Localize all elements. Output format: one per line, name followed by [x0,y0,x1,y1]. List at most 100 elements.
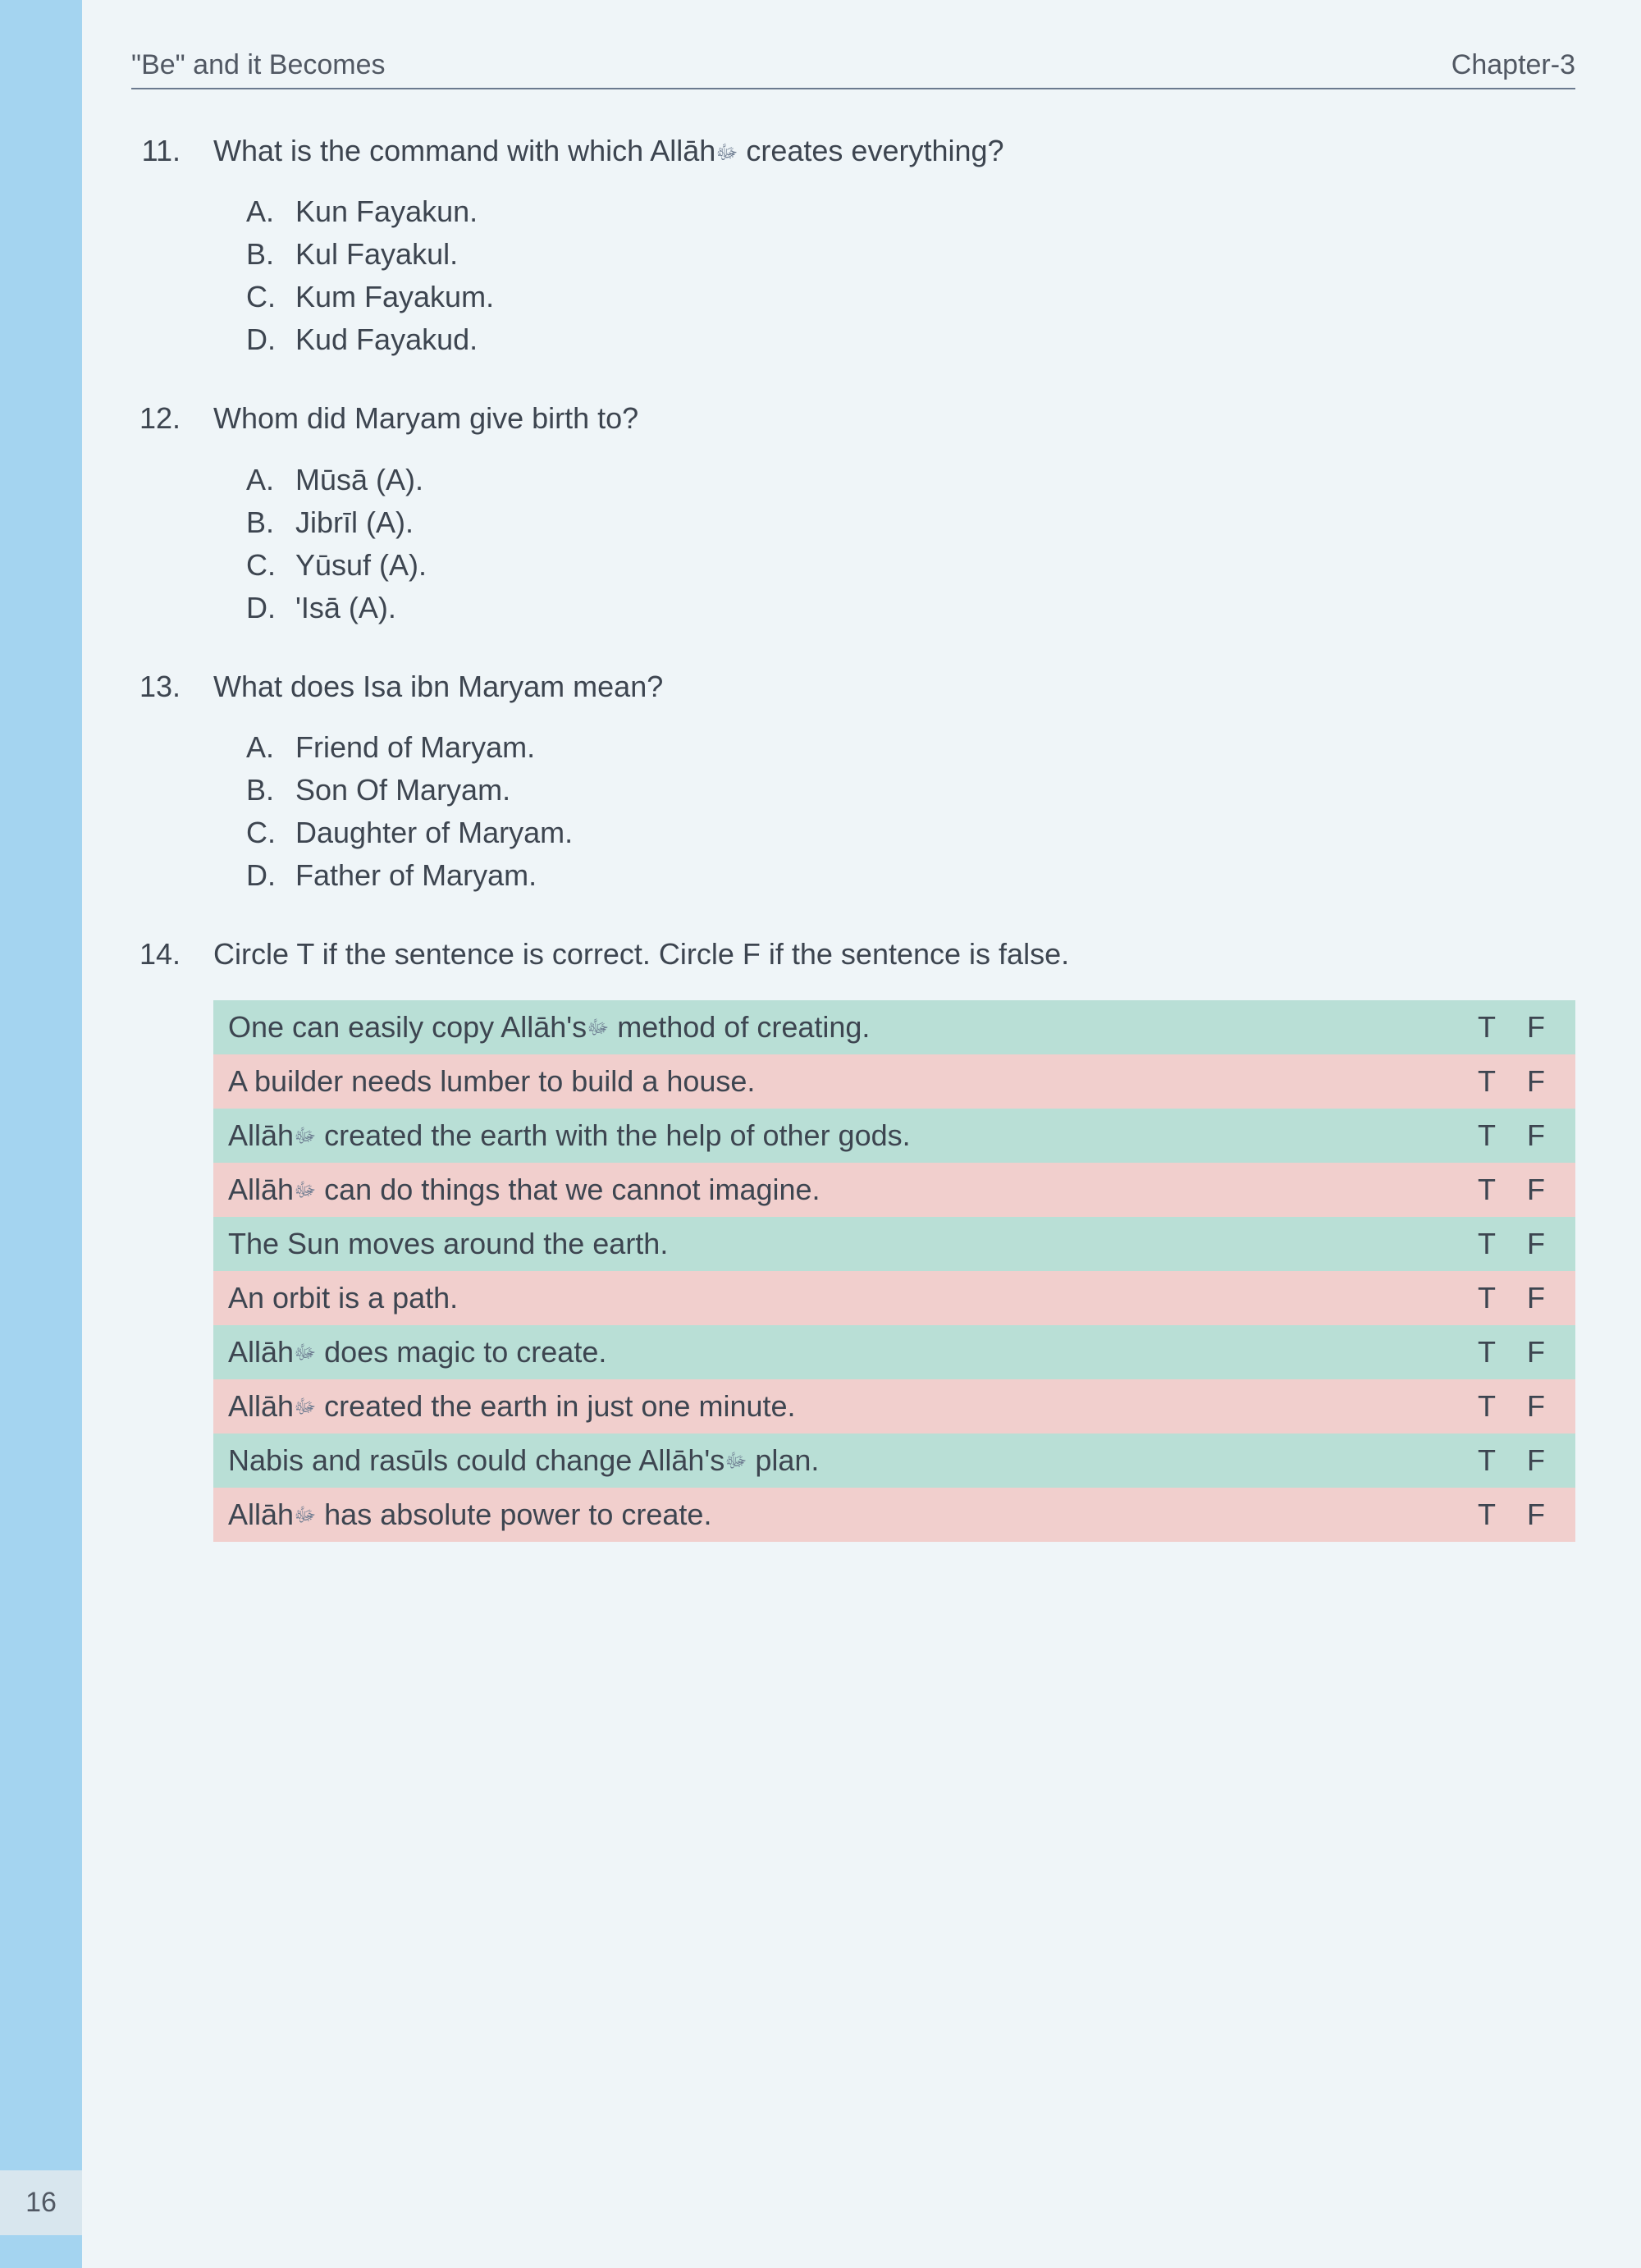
option-text: Jibrīl (A). [295,505,414,540]
question-row: 11. What is the command with which Allāh… [131,130,1575,171]
tf-true[interactable]: T [1462,1064,1511,1099]
tf-row: The Sun moves around the earth. T F [213,1217,1575,1271]
option-row[interactable]: A.Mūsā (A). [246,463,1575,497]
tf-row: Allāhﷻ can do things that we cannot imag… [213,1163,1575,1217]
tf-table: One can easily copy Allāh'sﷻ method of c… [213,1000,1575,1542]
tf-part: Nabis and rasūls could change Allāh's [228,1443,725,1477]
option-row[interactable]: D.'Isā (A). [246,591,1575,625]
tf-row: Allāhﷻ does magic to create. T F [213,1325,1575,1379]
header: "Be" and it Becomes Chapter-3 [131,49,1575,89]
tf-true[interactable]: T [1462,1281,1511,1315]
tf-row: One can easily copy Allāh'sﷻ method of c… [213,1000,1575,1054]
tf-part: can do things that we cannot imagine. [316,1173,820,1206]
question-block-12: 12. Whom did Maryam give birth to? A.Mūs… [131,398,1575,624]
option-letter: A. [246,194,295,229]
tf-part: One can easily copy Allāh's [228,1010,587,1044]
tf-false[interactable]: F [1511,1498,1561,1532]
question-number: 11. [131,134,213,168]
question-text: Circle T if the sentence is correct. Cir… [213,934,1069,975]
option-text: 'Isā (A). [295,591,396,625]
option-row[interactable]: B.Son Of Maryam. [246,773,1575,807]
honorific-glyph: ﷻ [294,1396,316,1418]
option-text: Son Of Maryam. [295,773,510,807]
option-text: Kud Fayakud. [295,322,478,357]
tf-statement: Allāhﷻ can do things that we cannot imag… [228,1173,1462,1207]
tf-statement: The Sun moves around the earth. [228,1227,1462,1261]
option-row[interactable]: D.Kud Fayakud. [246,322,1575,357]
question-block-13: 13. What does Isa ibn Maryam mean? A.Fri… [131,666,1575,893]
tf-false[interactable]: F [1511,1227,1561,1261]
tf-false[interactable]: F [1511,1118,1561,1153]
tf-statement: Allāhﷻ has absolute power to create. [228,1498,1462,1532]
option-row[interactable]: A.Kun Fayakun. [246,194,1575,229]
tf-row: A builder needs lumber to build a house.… [213,1054,1575,1109]
tf-false[interactable]: F [1511,1443,1561,1478]
tf-true[interactable]: T [1462,1443,1511,1478]
tf-part: created the earth with the help of other… [316,1118,910,1152]
option-text: Daughter of Maryam. [295,816,573,850]
option-letter: B. [246,505,295,540]
tf-statement: Allāhﷻ does magic to create. [228,1335,1462,1369]
tf-false[interactable]: F [1511,1335,1561,1369]
option-letter: C. [246,816,295,850]
option-text: Father of Maryam. [295,858,537,893]
tf-true[interactable]: T [1462,1498,1511,1532]
question-text: What does Isa ibn Maryam mean? [213,666,663,707]
q-text-part: What is the command with which Allāh [213,134,715,167]
tf-false[interactable]: F [1511,1010,1561,1045]
tf-true[interactable]: T [1462,1389,1511,1424]
page-number: 16 [0,2170,82,2235]
option-letter: B. [246,773,295,807]
tf-part: Allāh [228,1498,294,1531]
option-row[interactable]: C.Kum Fayakum. [246,280,1575,314]
question-row: 13. What does Isa ibn Maryam mean? [131,666,1575,707]
question-text: Whom did Maryam give birth to? [213,398,638,439]
option-row[interactable]: C.Daughter of Maryam. [246,816,1575,850]
tf-part: Allāh [228,1335,294,1369]
option-letter: C. [246,548,295,583]
left-margin: 16 [0,0,82,2268]
tf-true[interactable]: T [1462,1010,1511,1045]
tf-row: Allāhﷻ created the earth with the help o… [213,1109,1575,1163]
tf-false[interactable]: F [1511,1389,1561,1424]
tf-statement: One can easily copy Allāh'sﷻ method of c… [228,1010,1462,1045]
tf-statement: Allāhﷻ created the earth in just one min… [228,1389,1462,1424]
question-number: 12. [131,401,213,436]
tf-true[interactable]: T [1462,1335,1511,1369]
honorific-glyph: ﷻ [294,1504,316,1526]
tf-part: method of creating. [609,1010,870,1044]
option-text: Kul Fayakul. [295,237,458,272]
tf-true[interactable]: T [1462,1173,1511,1207]
option-row[interactable]: C.Yūsuf (A). [246,548,1575,583]
tf-false[interactable]: F [1511,1281,1561,1315]
tf-true[interactable]: T [1462,1118,1511,1153]
options-list: A.Kun Fayakun. B.Kul Fayakul. C.Kum Faya… [131,194,1575,357]
option-letter: D. [246,591,295,625]
option-text: Kum Fayakum. [295,280,494,314]
tf-true[interactable]: T [1462,1227,1511,1261]
option-row[interactable]: D.Father of Maryam. [246,858,1575,893]
header-right: Chapter-3 [1451,49,1575,81]
option-row[interactable]: B.Jibrīl (A). [246,505,1575,540]
honorific-glyph: ﷻ [294,1125,316,1147]
option-row[interactable]: B.Kul Fayakul. [246,237,1575,272]
option-row[interactable]: A.Friend of Maryam. [246,730,1575,765]
honorific-glyph: ﷻ [587,1017,609,1039]
options-list: A.Mūsā (A). B.Jibrīl (A). C.Yūsuf (A). D… [131,463,1575,625]
tf-false[interactable]: F [1511,1173,1561,1207]
option-letter: A. [246,463,295,497]
option-letter: B. [246,237,295,272]
tf-part: does magic to create. [316,1335,606,1369]
options-list: A.Friend of Maryam. B.Son Of Maryam. C.D… [131,730,1575,893]
tf-row: Allāhﷻ has absolute power to create. T F [213,1488,1575,1542]
honorific-glyph: ﷻ [715,142,738,164]
tf-part: plan. [747,1443,819,1477]
page-wrapper: 16 "Be" and it Becomes Chapter-3 11. Wha… [0,0,1641,2268]
option-text: Kun Fayakun. [295,194,478,229]
tf-false[interactable]: F [1511,1064,1561,1099]
option-letter: D. [246,858,295,893]
option-text: Friend of Maryam. [295,730,535,765]
question-block-11: 11. What is the command with which Allāh… [131,130,1575,357]
option-letter: D. [246,322,295,357]
tf-statement: Allāhﷻ created the earth with the help o… [228,1118,1462,1153]
